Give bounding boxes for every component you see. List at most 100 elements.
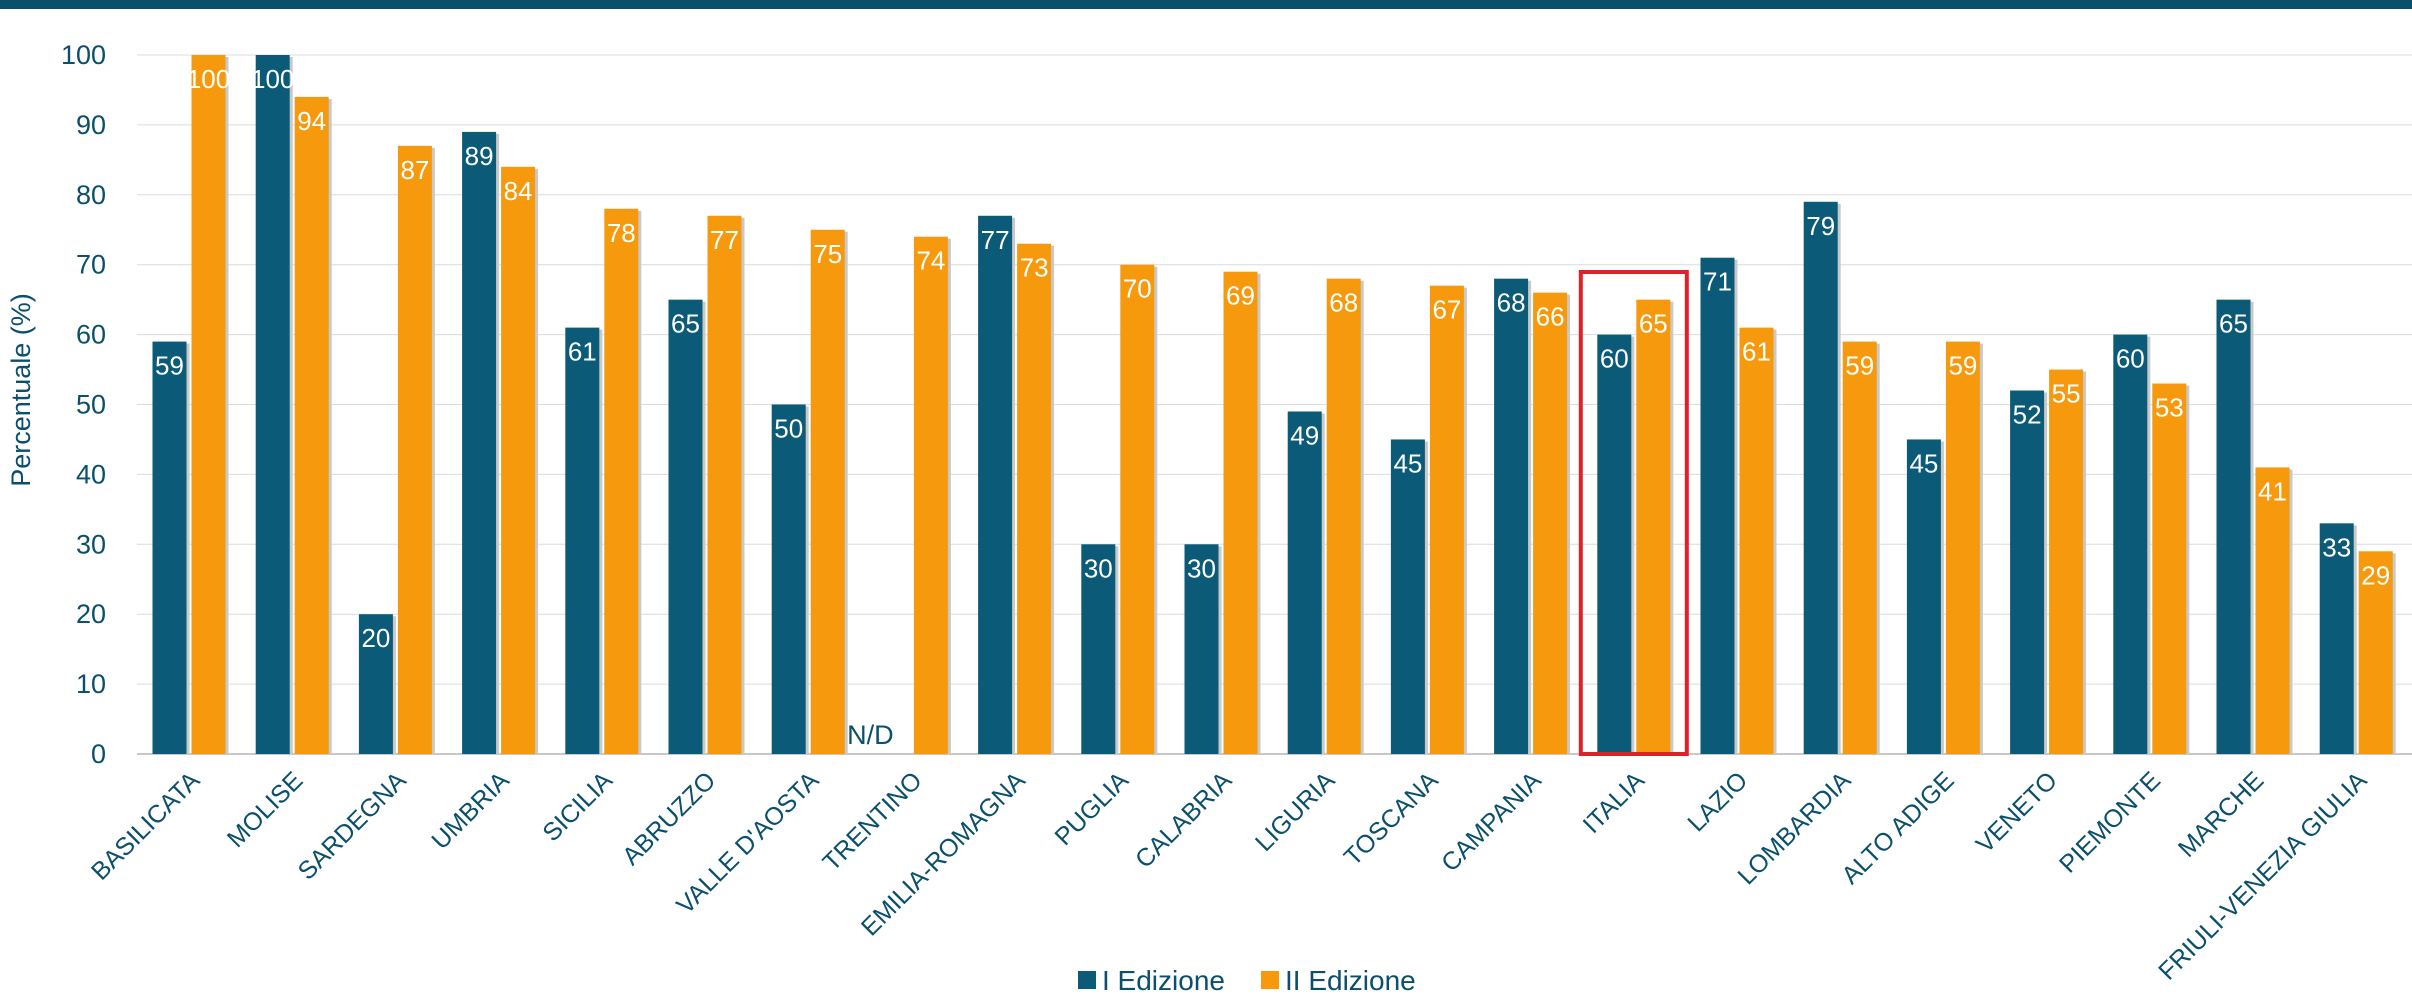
- legend-swatch-ii-edizione: [1261, 971, 1279, 989]
- bar-ii-edizione: [604, 208, 639, 754]
- x-category-label: ABRUZZO: [617, 766, 721, 870]
- bar-i-edizione: [462, 131, 497, 754]
- bar-i-edizione: [771, 404, 806, 754]
- data-label: 100: [251, 64, 294, 94]
- data-label: 65: [671, 309, 700, 339]
- y-tick-label: 50: [76, 390, 106, 420]
- bar-ii-edizione: [1739, 327, 1774, 754]
- y-axis-label: Percentuale (%): [6, 293, 36, 487]
- x-category-label: CAMPANIA: [1436, 766, 1547, 877]
- data-label: 61: [1742, 337, 1771, 367]
- bar-ii-edizione: [1533, 292, 1568, 754]
- data-label: 78: [607, 218, 636, 248]
- bar-i-edizione: [2319, 523, 2354, 754]
- x-category-label: LAZIO: [1682, 766, 1753, 837]
- data-label: 33: [2322, 532, 2351, 562]
- bar-ii-edizione: [2255, 467, 2290, 754]
- bar-i-edizione: [255, 55, 290, 754]
- y-tick-label: 40: [76, 459, 106, 489]
- y-tick-label: 10: [76, 669, 106, 699]
- data-label: 55: [2052, 379, 2081, 409]
- data-label: 50: [774, 414, 803, 444]
- x-category-label: FRIULI-VENEZIA GIULIA: [2153, 766, 2372, 985]
- top-accent-bar: [0, 0, 2412, 9]
- bar-i-edizione: [1184, 544, 1219, 754]
- bar-ii-edizione: [913, 236, 948, 755]
- bar-ii-edizione: [1326, 278, 1361, 754]
- bar-ii-edizione: [294, 96, 329, 754]
- data-label: 73: [1020, 253, 1049, 283]
- legend-label-ii-edizione: II Edizione: [1285, 965, 1416, 996]
- data-label: 41: [2258, 476, 2287, 506]
- x-category-label: TOSCANA: [1339, 766, 1444, 871]
- bar-i-edizione: [358, 614, 393, 754]
- data-label: 29: [2361, 560, 2390, 590]
- bar-i-edizione: [1287, 411, 1322, 754]
- x-category-label: ITALIA: [1578, 766, 1651, 839]
- bar-i-edizione: [2113, 334, 2148, 754]
- data-label: 60: [1600, 344, 1629, 374]
- x-category-label: MOLISE: [222, 766, 309, 853]
- annotation-nd: N/D: [847, 720, 894, 750]
- data-label: 45: [1909, 448, 1938, 478]
- x-category-label: VENETO: [1971, 766, 2063, 858]
- y-tick-label: 60: [76, 320, 106, 350]
- bar-i-edizione: [2010, 390, 2045, 754]
- x-category-label: SICILIA: [537, 766, 618, 847]
- x-category-label: BASILICATA: [86, 766, 206, 886]
- data-label: 61: [568, 337, 597, 367]
- bar-i-edizione: [1700, 257, 1735, 754]
- data-label: 49: [1290, 420, 1319, 450]
- data-label: 69: [1226, 281, 1255, 311]
- bar-ii-edizione: [1842, 341, 1877, 754]
- bar-ii-edizione: [2049, 369, 2084, 754]
- bar-i-edizione: [668, 299, 703, 754]
- bar-ii-edizione: [191, 55, 226, 754]
- legend: I Edizione II Edizione: [1078, 965, 1416, 996]
- bar-i-edizione: [1494, 278, 1529, 754]
- legend-label-i-edizione: I Edizione: [1102, 965, 1225, 996]
- bars: [152, 55, 2396, 755]
- bar-ii-edizione: [2358, 551, 2393, 754]
- data-label: 20: [361, 623, 390, 653]
- bar-i-edizione: [1803, 201, 1838, 755]
- data-label: 74: [916, 246, 945, 276]
- bar-i-edizione: [1390, 439, 1425, 754]
- y-tick-label: 90: [76, 110, 106, 140]
- bar-i-edizione: [1906, 439, 1941, 754]
- bar-i-edizione: [1081, 544, 1116, 754]
- data-label: 89: [465, 141, 494, 171]
- data-label: 70: [1123, 274, 1152, 304]
- bar-ii-edizione: [397, 145, 432, 754]
- x-category-label: CALABRIA: [1130, 766, 1237, 873]
- data-label: 59: [1948, 351, 1977, 381]
- x-category-label: PIEMONTE: [2054, 766, 2166, 878]
- data-label: 65: [2219, 309, 2248, 339]
- bar-ii-edizione: [501, 166, 536, 755]
- y-tick-label: 0: [91, 739, 106, 769]
- y-tick-label: 70: [76, 250, 106, 280]
- bar-i-edizione: [152, 341, 187, 754]
- data-label: 84: [504, 176, 533, 206]
- x-category-label: LIGURIA: [1250, 766, 1341, 857]
- data-label: 77: [710, 225, 739, 255]
- data-label: 45: [1393, 448, 1422, 478]
- x-category-label: SARDEGNA: [293, 766, 412, 885]
- y-tick-label: 30: [76, 529, 106, 559]
- bar-i-edizione: [1597, 334, 1632, 754]
- y-tick-label: 100: [61, 40, 106, 70]
- data-label: 30: [1084, 553, 1113, 583]
- data-label: 94: [297, 106, 326, 136]
- data-label: 100: [187, 64, 230, 94]
- bar-i-edizione: [565, 327, 600, 754]
- data-label: 79: [1806, 211, 1835, 241]
- bar-ii-edizione: [1120, 264, 1155, 754]
- data-label: 60: [2116, 344, 2145, 374]
- y-tick-label: 80: [76, 180, 106, 210]
- italia-highlight-box: [1578, 270, 1689, 756]
- bar-ii-edizione: [1636, 299, 1671, 754]
- y-tick-label: 20: [76, 599, 106, 629]
- data-label: 75: [813, 239, 842, 269]
